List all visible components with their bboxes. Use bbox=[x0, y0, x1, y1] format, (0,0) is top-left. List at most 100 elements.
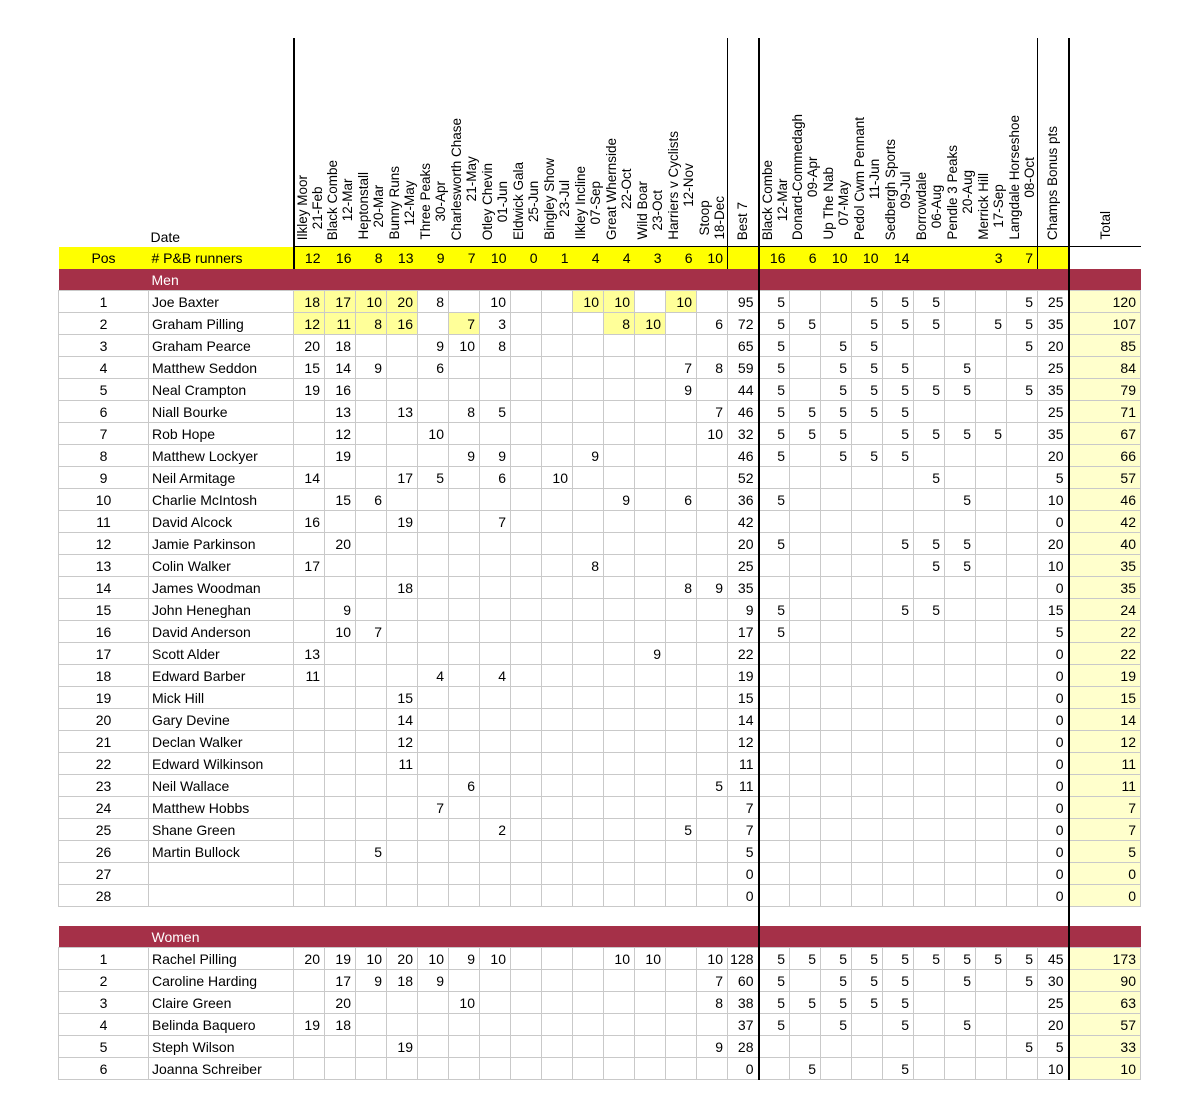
score-cell[interactable] bbox=[665, 642, 697, 665]
score-cell[interactable] bbox=[448, 862, 480, 885]
champs-score-cell[interactable] bbox=[975, 532, 1007, 555]
score-cell[interactable] bbox=[634, 1057, 666, 1080]
bonus-cell[interactable]: 10 bbox=[1037, 554, 1069, 577]
champs-score-cell[interactable] bbox=[789, 774, 821, 797]
score-cell[interactable] bbox=[293, 488, 325, 511]
champs-score-cell[interactable] bbox=[851, 576, 883, 599]
bonus-cell[interactable]: 20 bbox=[1037, 1013, 1069, 1036]
position-cell[interactable]: 28 bbox=[58, 884, 149, 907]
total-cell[interactable]: 0 bbox=[1067, 884, 1141, 907]
score-cell[interactable] bbox=[386, 1013, 418, 1036]
score-cell[interactable] bbox=[324, 840, 356, 863]
runner-count-cell[interactable]: 14 bbox=[882, 246, 914, 269]
bonus-cell[interactable]: 5 bbox=[1037, 466, 1069, 489]
score-cell[interactable] bbox=[603, 356, 635, 379]
score-cell[interactable] bbox=[572, 1035, 604, 1058]
score-cell[interactable] bbox=[510, 862, 542, 885]
score-cell[interactable]: 18 bbox=[324, 334, 356, 357]
total-cell[interactable]: 11 bbox=[1067, 774, 1141, 797]
score-cell[interactable] bbox=[603, 422, 635, 445]
score-cell[interactable]: 14 bbox=[386, 708, 418, 731]
champs-score-cell[interactable] bbox=[851, 752, 883, 775]
score-cell[interactable] bbox=[293, 1035, 325, 1058]
score-cell[interactable] bbox=[324, 664, 356, 687]
score-cell[interactable] bbox=[355, 686, 387, 709]
score-cell[interactable] bbox=[696, 818, 728, 841]
score-cell[interactable] bbox=[510, 620, 542, 643]
runner-name[interactable]: Gary Devine bbox=[148, 708, 294, 731]
position-cell[interactable]: 13 bbox=[58, 554, 149, 577]
champs-score-cell[interactable]: 5 bbox=[789, 422, 821, 445]
race-header-charlesworth-chase[interactable]: Charlesworth Chase 21-May bbox=[449, 38, 480, 247]
best7-cell[interactable]: 12 bbox=[727, 730, 759, 753]
champs-score-cell[interactable] bbox=[851, 1057, 883, 1080]
score-cell[interactable] bbox=[386, 991, 418, 1014]
score-cell[interactable] bbox=[572, 686, 604, 709]
champs-score-cell[interactable] bbox=[820, 664, 852, 687]
score-cell[interactable]: 10 bbox=[603, 290, 635, 313]
runner-name[interactable]: Rob Hope bbox=[148, 422, 294, 445]
total-cell[interactable]: 11 bbox=[1067, 752, 1141, 775]
score-cell[interactable] bbox=[665, 532, 697, 555]
champs-score-cell[interactable] bbox=[882, 708, 914, 731]
score-cell[interactable] bbox=[572, 840, 604, 863]
champs-score-cell[interactable] bbox=[1006, 642, 1038, 665]
champs-score-cell[interactable]: 5 bbox=[851, 400, 883, 423]
score-cell[interactable]: 9 bbox=[324, 598, 356, 621]
champs-score-cell[interactable] bbox=[944, 444, 976, 467]
score-cell[interactable]: 5 bbox=[417, 466, 449, 489]
best7-cell[interactable]: 46 bbox=[727, 400, 759, 423]
runner-name[interactable]: Shane Green bbox=[148, 818, 294, 841]
champs-score-cell[interactable]: 5 bbox=[820, 444, 852, 467]
best7-cell[interactable]: 25 bbox=[727, 554, 759, 577]
score-cell[interactable]: 10 bbox=[417, 422, 449, 445]
champs-score-cell[interactable] bbox=[975, 466, 1007, 489]
champs-score-cell[interactable]: 5 bbox=[975, 947, 1007, 970]
champs-race-header-pedol-cwm-pennant[interactable]: Pedol Cwm Pennant 11-Jun bbox=[852, 38, 883, 247]
score-cell[interactable] bbox=[572, 708, 604, 731]
runner-name[interactable]: Graham Pearce bbox=[148, 334, 294, 357]
score-cell[interactable] bbox=[603, 466, 635, 489]
score-cell[interactable] bbox=[541, 510, 573, 533]
champs-score-cell[interactable] bbox=[789, 378, 821, 401]
score-cell[interactable] bbox=[541, 290, 573, 313]
score-cell[interactable] bbox=[541, 796, 573, 819]
score-cell[interactable] bbox=[541, 576, 573, 599]
score-cell[interactable] bbox=[696, 290, 728, 313]
score-cell[interactable] bbox=[572, 818, 604, 841]
score-cell[interactable] bbox=[603, 510, 635, 533]
champs-score-cell[interactable] bbox=[944, 620, 976, 643]
position-cell[interactable]: 5 bbox=[58, 1035, 149, 1058]
score-cell[interactable]: 5 bbox=[479, 400, 511, 423]
score-cell[interactable] bbox=[448, 752, 480, 775]
runner-name[interactable]: Claire Green bbox=[148, 991, 294, 1014]
score-cell[interactable]: 5 bbox=[355, 840, 387, 863]
score-cell[interactable] bbox=[572, 378, 604, 401]
score-cell[interactable]: 19 bbox=[386, 1035, 418, 1058]
score-cell[interactable] bbox=[293, 752, 325, 775]
score-cell[interactable] bbox=[293, 444, 325, 467]
total-cell[interactable]: 19 bbox=[1067, 664, 1141, 687]
position-cell[interactable]: 2 bbox=[58, 312, 149, 335]
score-cell[interactable]: 10 bbox=[634, 312, 666, 335]
score-cell[interactable] bbox=[603, 991, 635, 1014]
champs-score-cell[interactable] bbox=[1006, 818, 1038, 841]
score-cell[interactable] bbox=[696, 752, 728, 775]
champs-score-cell[interactable] bbox=[944, 312, 976, 335]
total-cell[interactable]: 67 bbox=[1067, 422, 1141, 445]
champs-score-cell[interactable] bbox=[882, 642, 914, 665]
champs-score-cell[interactable] bbox=[913, 686, 945, 709]
runner-count-bonus-blank[interactable] bbox=[1037, 246, 1069, 269]
champs-score-cell[interactable] bbox=[789, 818, 821, 841]
score-cell[interactable] bbox=[355, 862, 387, 885]
champs-score-cell[interactable] bbox=[882, 466, 914, 489]
champs-score-cell[interactable] bbox=[944, 752, 976, 775]
champs-score-cell[interactable] bbox=[789, 598, 821, 621]
total-cell[interactable]: 7 bbox=[1067, 818, 1141, 841]
total-cell[interactable]: 66 bbox=[1067, 444, 1141, 467]
score-cell[interactable] bbox=[510, 991, 542, 1014]
best7-cell[interactable]: 60 bbox=[727, 969, 759, 992]
champs-score-cell[interactable] bbox=[789, 356, 821, 379]
score-cell[interactable] bbox=[479, 576, 511, 599]
score-cell[interactable] bbox=[634, 444, 666, 467]
